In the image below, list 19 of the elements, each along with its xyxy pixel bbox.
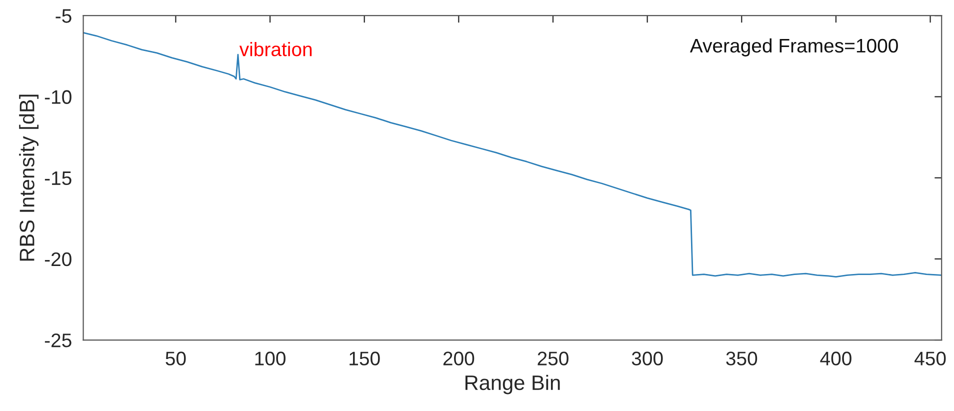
annotation: vibration — [239, 42, 312, 56]
x-tick-label: 250 — [538, 352, 568, 366]
y-tick-label: -5 — [56, 9, 72, 23]
x-tick-label: 450 — [914, 352, 946, 366]
x-tick-label: 200 — [443, 352, 474, 366]
y-tick-label: -10 — [44, 90, 72, 104]
line-series — [83, 32, 942, 278]
x-tick-label: 100 — [255, 352, 286, 366]
annotation: Averaged Frames=1000 — [690, 38, 898, 56]
x-tick-label: 350 — [726, 352, 758, 366]
x-tick-label: 300 — [632, 352, 663, 366]
x-tick-label: 400 — [820, 352, 852, 366]
x-axis-title: Range Bin — [466, 374, 560, 394]
x-tick-label: 150 — [350, 352, 380, 366]
y-tick-label: -15 — [44, 171, 72, 186]
x-tick-label: 50 — [166, 352, 186, 366]
y-tick-label: -20 — [44, 252, 72, 266]
y-axis-title: RBS Intensity [dB] — [19, 94, 39, 261]
y-tick-label: -25 — [44, 333, 72, 348]
